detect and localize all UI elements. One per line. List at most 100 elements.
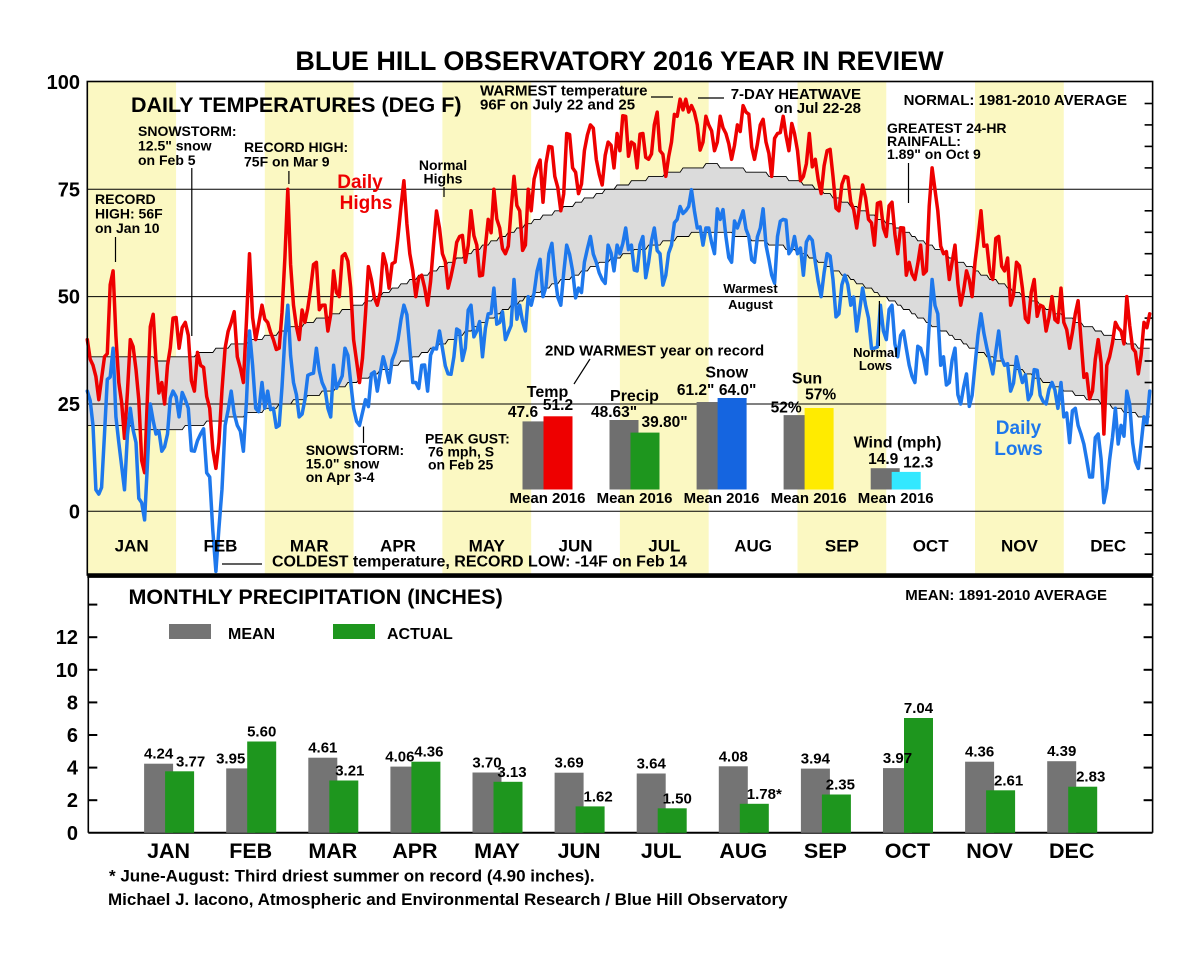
svg-text:48.63": 48.63" [591,404,637,421]
svg-text:JUN: JUN [558,839,601,863]
svg-text:Michael J. Iacono, Atmospheric: Michael J. Iacono, Atmospheric and Envir… [108,890,788,909]
svg-text:39.80": 39.80" [641,414,687,431]
svg-text:64.0": 64.0" [719,382,757,399]
svg-text:MAR: MAR [308,839,357,863]
svg-text:on Feb 25: on Feb 25 [428,457,494,473]
svg-text:50: 50 [58,287,80,309]
svg-text:1.78*: 1.78* [747,786,782,803]
svg-text:MEAN: 1891-2010 AVERAGE: MEAN: 1891-2010 AVERAGE [905,587,1107,604]
svg-text:on Apr 3-4: on Apr 3-4 [306,469,375,485]
svg-text:3.13: 3.13 [497,764,526,781]
svg-text:5.60: 5.60 [247,724,276,741]
svg-text:Daily: Daily [996,418,1042,439]
svg-text:0: 0 [67,823,78,845]
svg-text:NOV: NOV [1001,537,1039,556]
svg-text:57%: 57% [805,387,836,404]
svg-text:OCT: OCT [913,537,950,556]
svg-text:DAILY TEMPERATURES (DEG F): DAILY TEMPERATURES (DEG F) [131,93,462,117]
svg-text:76 mph, S: 76 mph, S [428,444,494,460]
svg-text:Temp: Temp [527,384,569,401]
svg-text:12.5" snow: 12.5" snow [138,138,212,154]
svg-text:Warmest: Warmest [723,281,778,296]
svg-text:52%: 52% [771,400,802,417]
svg-text:0: 0 [69,501,80,523]
svg-text:6: 6 [67,725,78,747]
svg-text:12.3: 12.3 [903,454,934,471]
svg-text:JAN: JAN [115,537,149,556]
svg-text:MAY: MAY [469,537,506,556]
svg-text:2: 2 [67,790,78,812]
svg-text:August: August [728,297,773,312]
svg-text:OCT: OCT [885,839,930,863]
svg-text:Snow: Snow [705,365,748,382]
svg-text:Mean 2016: Mean 2016 [510,490,586,507]
svg-text:COLDEST temperature, RECORD LO: COLDEST temperature, RECORD LOW: -14F on… [272,554,687,571]
svg-text:SNOWSTORM:: SNOWSTORM: [306,442,405,458]
svg-text:DEC: DEC [1090,537,1126,556]
svg-text:SNOWSTORM:: SNOWSTORM: [138,123,237,139]
svg-text:Mean 2016: Mean 2016 [858,490,934,507]
svg-text:RECORD HIGH:: RECORD HIGH: [244,139,348,155]
svg-text:3.77: 3.77 [176,753,205,770]
svg-text:Normal: Normal [853,345,898,360]
svg-text:AUG: AUG [719,839,767,863]
svg-text:on Jan 10: on Jan 10 [95,220,160,236]
svg-text:Mean 2016: Mean 2016 [597,490,673,507]
svg-text:BLUE HILL OBSERVATORY 2016 YEA: BLUE HILL OBSERVATORY 2016 YEAR IN REVIE… [295,46,944,76]
svg-text:NOV: NOV [966,839,1013,863]
svg-text:FEB: FEB [229,839,272,863]
svg-text:Highs: Highs [340,193,393,214]
svg-text:4.24: 4.24 [144,746,174,763]
svg-text:75F on Mar 9: 75F on Mar 9 [244,154,330,170]
svg-text:2.83: 2.83 [1076,769,1105,786]
svg-text:JUN: JUN [559,537,593,556]
svg-text:14.9: 14.9 [868,451,899,468]
svg-text:2.61: 2.61 [994,772,1023,789]
svg-text:Lows: Lows [859,358,892,373]
svg-text:1.50: 1.50 [663,790,692,807]
svg-text:2.35: 2.35 [826,776,855,793]
svg-text:75: 75 [58,179,80,201]
svg-text:1.89" on Oct 9: 1.89" on Oct 9 [887,146,981,162]
svg-text:SEP: SEP [825,537,859,556]
svg-text:7.04: 7.04 [904,700,934,717]
svg-text:51.2: 51.2 [543,397,573,414]
svg-text:4.08: 4.08 [719,748,748,765]
svg-text:12: 12 [56,627,78,649]
svg-text:15.0" snow: 15.0" snow [306,456,380,472]
svg-text:25: 25 [58,394,80,416]
svg-text:4.36: 4.36 [414,744,443,761]
svg-text:4.61: 4.61 [308,740,337,757]
svg-text:on Feb 5: on Feb 5 [138,152,196,168]
svg-text:Lows: Lows [994,439,1043,460]
svg-text:JAN: JAN [147,839,190,863]
svg-text:SEP: SEP [804,839,847,863]
svg-text:JUL: JUL [641,839,682,863]
svg-text:3.70: 3.70 [472,754,501,771]
svg-text:1.62: 1.62 [583,788,612,805]
svg-text:3.69: 3.69 [554,755,583,772]
svg-text:10: 10 [56,660,78,682]
svg-text:DEC: DEC [1049,839,1094,863]
svg-text:Highs: Highs [424,171,463,187]
svg-text:47.6: 47.6 [508,404,539,421]
svg-text:MEAN: MEAN [228,626,275,643]
svg-text:96F on July 22 and 25: 96F on July 22 and 25 [480,97,635,114]
svg-text:NORMAL: 1981-2010 AVERAGE: NORMAL: 1981-2010 AVERAGE [904,92,1127,109]
svg-text:AUG: AUG [734,537,772,556]
svg-text:4.06: 4.06 [385,749,414,766]
svg-text:MAR: MAR [290,537,329,556]
svg-text:3.95: 3.95 [216,750,245,767]
svg-text:2ND WARMEST year on record: 2ND WARMEST year on record [545,343,764,360]
svg-text:3.97: 3.97 [883,750,912,767]
svg-text:3.21: 3.21 [335,762,364,779]
svg-text:4.36: 4.36 [965,744,994,761]
svg-text:3.64: 3.64 [637,755,667,772]
svg-text:* June-August: Third driest su: * June-August: Third driest summer on re… [109,867,595,886]
svg-text:3.94: 3.94 [801,751,831,768]
svg-text:Mean 2016: Mean 2016 [684,490,760,507]
svg-text:JUL: JUL [648,537,680,556]
svg-text:MONTHLY PRECIPITATION (INCHES): MONTHLY PRECIPITATION (INCHES) [129,585,503,609]
svg-text:100: 100 [47,72,80,94]
svg-text:Sun: Sun [792,370,822,387]
